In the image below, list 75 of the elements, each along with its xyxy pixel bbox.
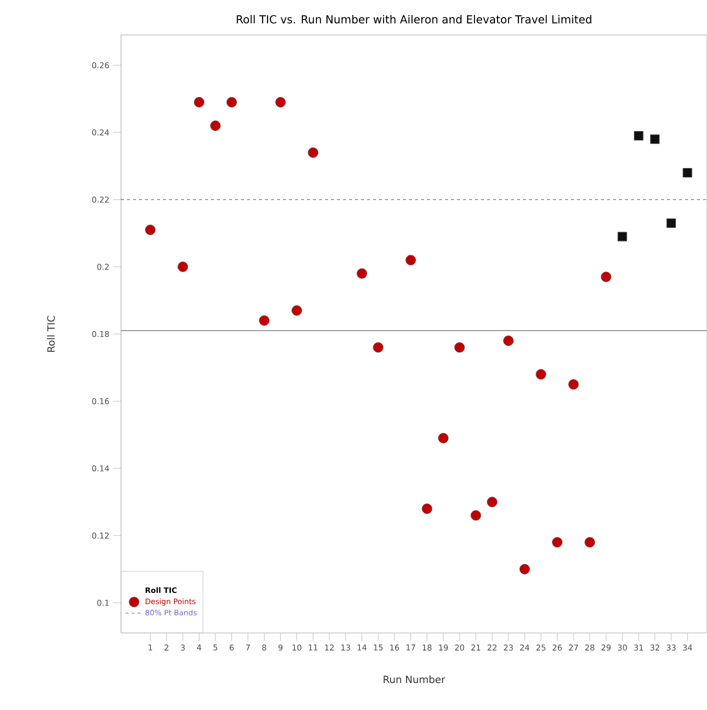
x-tick-label: 20 <box>455 644 464 651</box>
x-tick-label: 27 <box>569 644 578 650</box>
point <box>552 537 562 548</box>
x-tick-label: 23 <box>504 644 513 651</box>
x-tick-label: 25 <box>536 644 546 651</box>
point <box>145 224 156 236</box>
point <box>356 268 368 279</box>
x-tick-label: 16 <box>390 644 400 651</box>
x-tick-label: 30 <box>618 644 627 651</box>
x-tick-label: 34 <box>682 644 692 651</box>
y-tick-label: 0.16 <box>92 398 109 404</box>
chart-title: Roll TIC vs. Run Number with Aileron and Elevator Travel Limited <box>236 14 592 24</box>
x-tick-label: 7 <box>246 644 250 650</box>
point <box>178 262 188 272</box>
point <box>226 96 237 108</box>
point <box>584 537 596 548</box>
x-tick-label: 1 <box>148 644 152 650</box>
point <box>503 335 514 346</box>
y-tick-label: 0.22 <box>92 196 109 203</box>
point <box>486 496 498 508</box>
y-tick-label: 0.14 <box>92 465 110 472</box>
point <box>438 432 449 444</box>
x-tick-label: 4 <box>196 644 202 650</box>
x-tick-label: 9 <box>278 644 283 651</box>
x-tick-label: 12 <box>325 644 334 650</box>
x-tick-label: 8 <box>262 644 266 651</box>
y-tick-label: 0.12 <box>92 532 109 539</box>
point <box>634 131 644 141</box>
point <box>536 369 546 380</box>
point <box>666 218 676 228</box>
x-tick-label: 15 <box>374 644 383 650</box>
x-tick-label: 24 <box>520 644 530 650</box>
point <box>372 342 384 353</box>
point <box>682 168 692 178</box>
point <box>405 254 416 266</box>
point <box>275 96 286 108</box>
point <box>600 272 612 282</box>
point <box>568 379 579 390</box>
x-tick-label: 14 <box>358 644 367 650</box>
x-tick-label: 13 <box>341 644 350 651</box>
point <box>210 120 221 131</box>
y-tick-label: 0.24 <box>92 129 110 136</box>
x-tick-label: 26 <box>552 644 562 651</box>
y-tick-label: 0.26 <box>92 62 109 68</box>
point <box>422 503 432 514</box>
x-tick-label: 10 <box>292 644 302 651</box>
x-tick-label: 31 <box>634 644 643 651</box>
point <box>308 147 318 158</box>
x-tick-label: 21 <box>471 644 480 650</box>
point <box>519 564 530 574</box>
point <box>194 96 204 108</box>
point <box>470 510 482 521</box>
x-axis-title: Run Number <box>384 675 446 684</box>
x-tick-label: 33 <box>666 644 676 651</box>
y-tick-label: 0.2 <box>97 264 109 270</box>
y-tick-label: 0.18 <box>92 330 109 338</box>
x-tick-label: 2 <box>164 644 168 650</box>
x-tick-label: 3 <box>180 644 185 651</box>
x-tick-label: 32 <box>650 644 660 651</box>
x-tick-label: 11 <box>308 644 318 650</box>
y-tick-label: 0.1 <box>97 600 109 606</box>
x-tick-label: 22 <box>488 644 496 650</box>
x-tick-label: 19 <box>439 644 448 651</box>
x-tick-label: 17 <box>406 644 416 650</box>
point <box>650 134 660 144</box>
point <box>258 315 270 326</box>
x-tick-label: 29 <box>602 644 611 651</box>
point <box>618 232 628 242</box>
point <box>292 305 302 316</box>
x-tick-label: 6 <box>230 644 234 651</box>
y-axis-title: Roll TIC <box>47 316 55 352</box>
x-tick-label: 28 <box>585 644 594 651</box>
x-tick-label: 18 <box>422 644 432 651</box>
x-tick-label: 5 <box>213 644 218 650</box>
point <box>454 342 465 353</box>
